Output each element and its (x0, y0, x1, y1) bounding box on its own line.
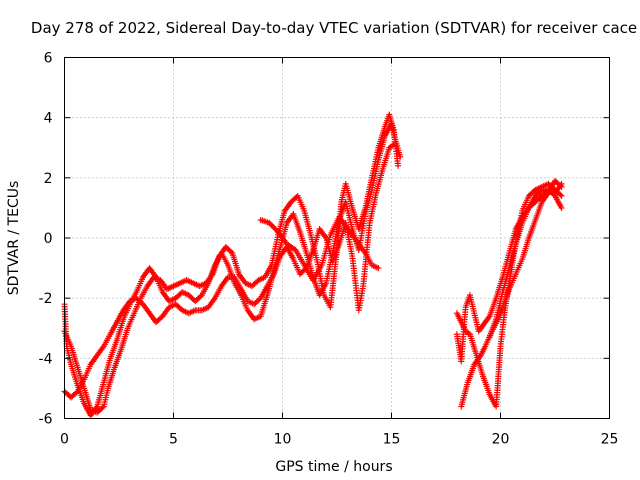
series-track-1 (61, 111, 402, 416)
y-tick-label: -6 (39, 412, 53, 428)
data-point-marker (197, 293, 204, 300)
y-tick-label: -4 (39, 351, 53, 367)
y-tick-label: -2 (39, 291, 53, 307)
data-point-marker (73, 389, 80, 396)
data-point-marker (557, 191, 564, 198)
axis-ticks (64, 57, 610, 419)
x-tick-label: 5 (169, 432, 178, 448)
x-tick-label: 20 (492, 432, 510, 448)
data-point-marker (395, 162, 402, 169)
data-point-marker (558, 204, 565, 211)
data-point-marker (99, 404, 106, 411)
data-point-marker (228, 248, 235, 255)
series-track-3 (61, 120, 404, 419)
series-track-4 (257, 213, 382, 284)
data-point-marker (537, 188, 544, 195)
y-tick-label: 2 (44, 171, 53, 187)
chart-title: Day 278 of 2022, Sidereal Day-to-day VTE… (31, 19, 637, 37)
data-point-marker (273, 227, 280, 234)
x-tick-label: 15 (383, 432, 401, 448)
x-axis-label: GPS time / hours (275, 459, 392, 475)
data-point-marker (375, 265, 382, 272)
x-tick-label: 10 (274, 432, 292, 448)
y-tick-label: 4 (44, 111, 53, 127)
series-track-8 (486, 180, 565, 341)
x-tick-label: 0 (60, 432, 69, 448)
series-track-5 (453, 186, 565, 365)
y-tick-label: 0 (44, 231, 53, 247)
y-tick-labels: -6 -4 -2 0 2 4 6 (39, 51, 53, 428)
data-point-marker (390, 141, 397, 148)
data-point-marker (558, 180, 565, 187)
y-axis-label: SDTVAR / TECUs (6, 181, 22, 296)
data-point-marker (397, 153, 404, 160)
y-tick-label: 6 (44, 51, 53, 67)
series-track-7 (458, 177, 565, 410)
data-point-marker (558, 192, 565, 199)
x-tick-label: 25 (601, 432, 619, 448)
data-layer (61, 111, 565, 419)
x-tick-labels: 0 5 10 15 20 25 (60, 432, 618, 448)
